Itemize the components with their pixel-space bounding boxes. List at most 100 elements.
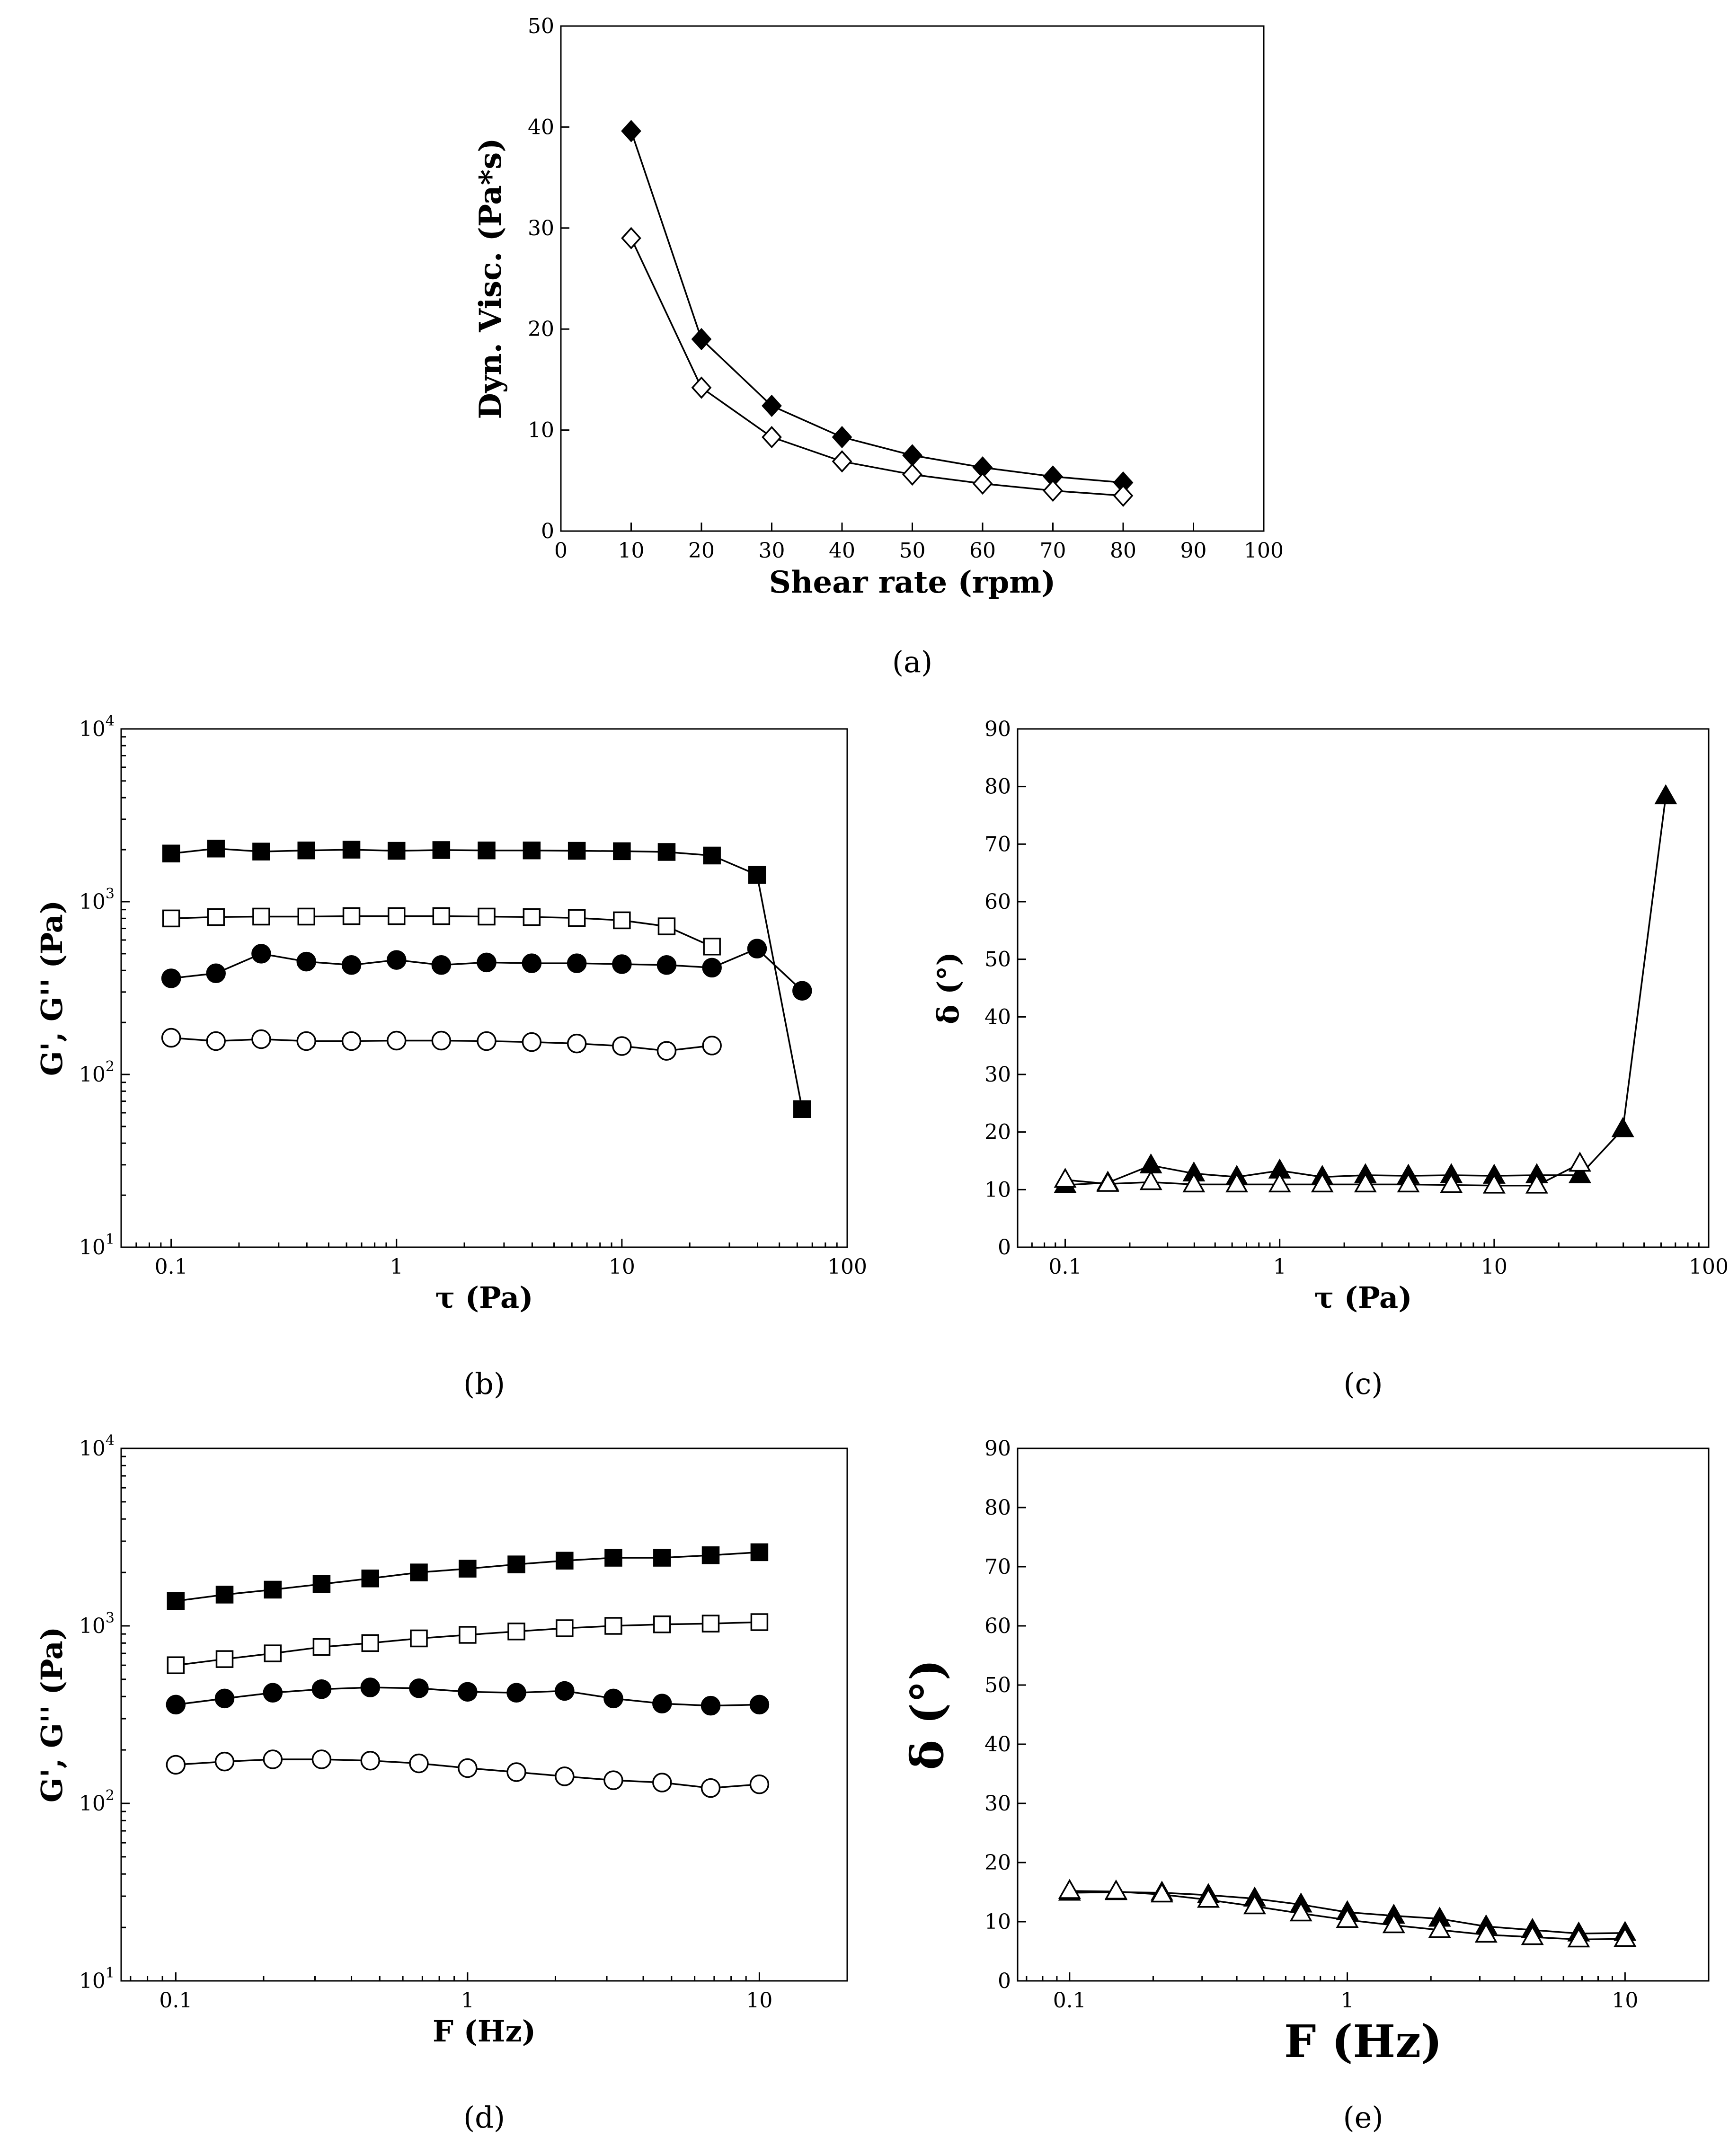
x-tick-label: 100 <box>827 1255 867 1279</box>
data-point <box>506 1762 526 1782</box>
data-point <box>762 426 782 449</box>
data-point <box>691 328 712 351</box>
series-line <box>630 238 1124 497</box>
y-tick-label: 80 <box>984 1496 1011 1520</box>
y-tick-label: 40 <box>528 115 554 139</box>
x-tick-label: 90 <box>1180 539 1207 563</box>
x-tick-label: 100 <box>1244 539 1284 563</box>
data-point <box>1568 1152 1591 1172</box>
y-tick-label: 20 <box>984 1120 1011 1145</box>
data-point <box>207 908 225 926</box>
data-point <box>702 1036 722 1056</box>
data-point <box>167 1656 185 1674</box>
data-point <box>251 1029 271 1049</box>
data-point <box>556 1619 574 1637</box>
data-point <box>567 1033 587 1054</box>
data-point <box>312 1575 331 1593</box>
data-point <box>478 841 496 860</box>
data-point <box>388 907 406 925</box>
data-point <box>567 953 587 973</box>
data-point <box>1614 1926 1637 1947</box>
data-point <box>1113 484 1134 507</box>
plot-frame <box>120 1447 848 1982</box>
data-point <box>1611 1117 1634 1137</box>
data-point <box>264 1644 282 1662</box>
data-point <box>410 1629 428 1648</box>
data-point <box>167 1592 185 1610</box>
data-point <box>556 1552 574 1570</box>
panel-label: (e) <box>1343 2100 1383 2135</box>
data-point <box>252 843 270 861</box>
x-tick-label: 10 <box>618 539 645 563</box>
y-tick-label-base: 10 <box>79 1969 106 1993</box>
data-point <box>388 842 406 860</box>
data-point <box>311 1749 332 1769</box>
y-axis-title: δ (°) <box>931 952 966 1024</box>
x-tick-label: 80 <box>1110 539 1136 563</box>
x-tick-label: 100 <box>1689 1255 1729 1279</box>
y-tick-label: 50 <box>528 14 554 38</box>
data-point <box>657 843 676 861</box>
data-point <box>555 1681 575 1701</box>
y-tick-label: 90 <box>984 1437 1011 1461</box>
data-point <box>252 907 270 926</box>
data-point <box>342 907 361 925</box>
y-tick-label: 60 <box>984 890 1011 914</box>
data-point <box>604 1617 622 1635</box>
data-point <box>972 472 993 495</box>
data-point <box>832 426 852 449</box>
data-point <box>1058 1879 1081 1899</box>
data-point <box>506 1683 526 1703</box>
data-point <box>1311 1172 1334 1193</box>
x-tick-label: 1 <box>1341 1988 1354 2013</box>
data-point <box>1654 784 1677 805</box>
x-tick-label: 30 <box>759 539 785 563</box>
plot-frame <box>1017 728 1710 1248</box>
y-tick-label: 101 <box>79 1965 115 1993</box>
data-point <box>166 1695 186 1715</box>
data-point <box>1354 1172 1377 1193</box>
data-point <box>215 1650 234 1668</box>
data-point <box>477 1031 497 1051</box>
data-point <box>750 1543 769 1562</box>
data-point <box>1104 1879 1127 1899</box>
data-point <box>1525 1173 1548 1194</box>
y-axis-title: δ (°) <box>901 1659 954 1770</box>
x-axis-title: F (Hz) <box>1284 2015 1442 2068</box>
y-tick-label: 0 <box>541 519 554 543</box>
data-point <box>162 909 180 928</box>
data-point <box>621 227 641 249</box>
x-tick-label: 50 <box>899 539 926 563</box>
y-tick-label-base: 10 <box>79 890 106 914</box>
y-tick-label: 40 <box>984 1732 1011 1757</box>
x-tick-label: 0.1 <box>159 1988 192 2013</box>
data-point <box>691 376 712 399</box>
data-point <box>1382 1913 1405 1934</box>
data-point <box>613 911 631 930</box>
data-point <box>1482 1173 1506 1194</box>
data-point <box>458 1682 478 1702</box>
data-point <box>1397 1172 1420 1193</box>
data-point <box>477 952 497 973</box>
x-tick-label: 10 <box>746 1988 772 2013</box>
data-point <box>749 1695 770 1715</box>
plot-frame <box>120 728 848 1248</box>
data-point <box>567 909 586 927</box>
data-point <box>832 450 852 473</box>
data-point <box>458 1758 478 1778</box>
data-point <box>341 955 362 975</box>
y-tick-label-exponent: 3 <box>106 886 115 902</box>
data-point <box>1474 1922 1498 1943</box>
data-point <box>701 1546 720 1564</box>
data-point <box>792 981 812 1001</box>
x-tick-label: 0.1 <box>155 1255 188 1279</box>
y-tick-label: 103 <box>79 1610 115 1638</box>
x-tick-label: 60 <box>969 539 996 563</box>
data-point <box>296 1031 316 1051</box>
data-point <box>1521 1925 1544 1945</box>
x-tick-label: 10 <box>609 1255 635 1279</box>
data-point <box>603 1688 623 1709</box>
